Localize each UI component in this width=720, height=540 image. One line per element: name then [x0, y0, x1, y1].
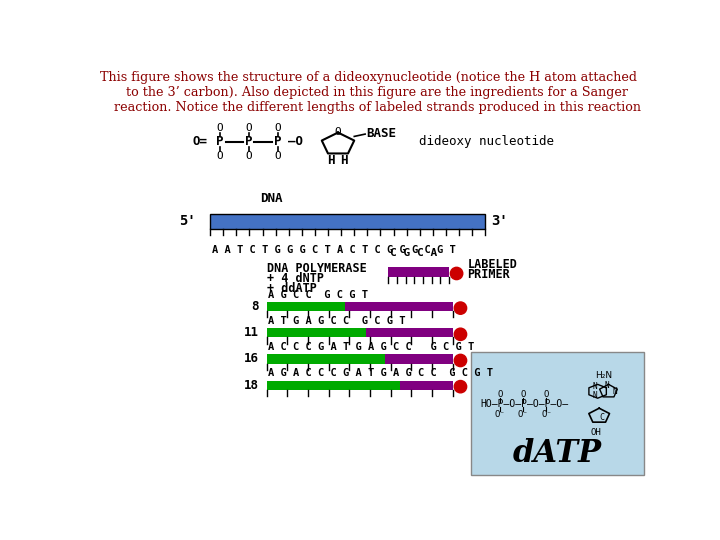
- Text: 11: 11: [244, 326, 259, 339]
- Bar: [472, 352, 644, 475]
- Bar: [210, 214, 485, 229]
- Bar: [266, 302, 345, 311]
- Text: LABELED: LABELED: [467, 258, 517, 271]
- Text: P: P: [274, 136, 282, 148]
- Circle shape: [454, 381, 467, 393]
- Text: dideoxy nucleotide: dideoxy nucleotide: [419, 136, 554, 148]
- Text: A G A C C C G A T G A G C C  G C G T: A G A C C C G A T G A G C C G C G T: [269, 368, 493, 378]
- Text: 8: 8: [251, 300, 259, 313]
- Text: N: N: [613, 387, 617, 396]
- Text: O⁻: O⁻: [495, 410, 505, 419]
- Circle shape: [454, 328, 467, 340]
- Text: PRIMER: PRIMER: [467, 268, 510, 281]
- Text: A A T C T G G G C T A C T C G G G C G T: A A T C T G G G C T A C T C G G G C G T: [212, 245, 456, 255]
- Text: O: O: [274, 151, 281, 161]
- Bar: [266, 354, 384, 363]
- Circle shape: [454, 302, 467, 314]
- Text: O⁻: O⁻: [518, 410, 528, 419]
- Bar: [266, 328, 366, 338]
- Text: 5': 5': [179, 214, 196, 228]
- Text: A C C C G A T G A G C C   G C G T: A C C C G A T G A G C C G C G T: [269, 342, 474, 352]
- Circle shape: [451, 267, 463, 280]
- Text: + ddATP: + ddATP: [266, 282, 317, 295]
- Text: O: O: [217, 123, 224, 133]
- Text: O: O: [544, 390, 549, 399]
- Text: N: N: [605, 381, 609, 390]
- Bar: [384, 354, 453, 363]
- Text: O⁻: O⁻: [541, 410, 552, 419]
- Text: + 4 dNTP: + 4 dNTP: [266, 272, 324, 285]
- Text: This figure shows the structure of a dideoxynucleotide (notice the H atom attach: This figure shows the structure of a did…: [97, 71, 641, 114]
- Text: O: O: [246, 123, 252, 133]
- Text: H: H: [328, 154, 335, 167]
- Text: O=: O=: [193, 136, 208, 148]
- Bar: [400, 381, 453, 390]
- Text: H₂N: H₂N: [595, 372, 613, 380]
- Bar: [345, 302, 453, 311]
- Text: A G C C  G C G T: A G C C G C G T: [269, 289, 368, 300]
- Text: 16: 16: [244, 353, 259, 366]
- Text: O: O: [498, 390, 503, 399]
- Text: A T G A G C C  G C G T: A T G A G C C G C G T: [269, 316, 406, 326]
- Text: 18: 18: [244, 379, 259, 392]
- Text: N: N: [593, 382, 597, 391]
- Text: C: C: [599, 413, 604, 422]
- Text: P: P: [217, 136, 224, 148]
- Text: H: H: [341, 154, 348, 167]
- Text: OH: OH: [590, 428, 601, 437]
- Bar: [388, 267, 449, 276]
- Text: O: O: [246, 151, 252, 161]
- Text: HO–P–O–P–O–P–O–: HO–P–O–P–O–P–O–: [481, 400, 569, 409]
- Text: 3': 3': [492, 214, 508, 228]
- Text: O: O: [521, 390, 526, 399]
- Text: C G C A: C G C A: [390, 248, 437, 258]
- Text: O: O: [217, 151, 224, 161]
- Text: DNA POLYMERASE: DNA POLYMERASE: [266, 262, 366, 275]
- Bar: [366, 328, 453, 338]
- Circle shape: [454, 354, 467, 367]
- Text: N: N: [593, 392, 597, 400]
- Bar: [266, 381, 400, 390]
- Text: O: O: [274, 123, 281, 133]
- Text: DNA: DNA: [261, 192, 283, 205]
- Text: P: P: [245, 136, 253, 148]
- Text: O: O: [335, 127, 341, 137]
- Text: BASE: BASE: [366, 127, 397, 140]
- Text: –O: –O: [289, 136, 303, 148]
- Text: dATP: dATP: [513, 438, 602, 469]
